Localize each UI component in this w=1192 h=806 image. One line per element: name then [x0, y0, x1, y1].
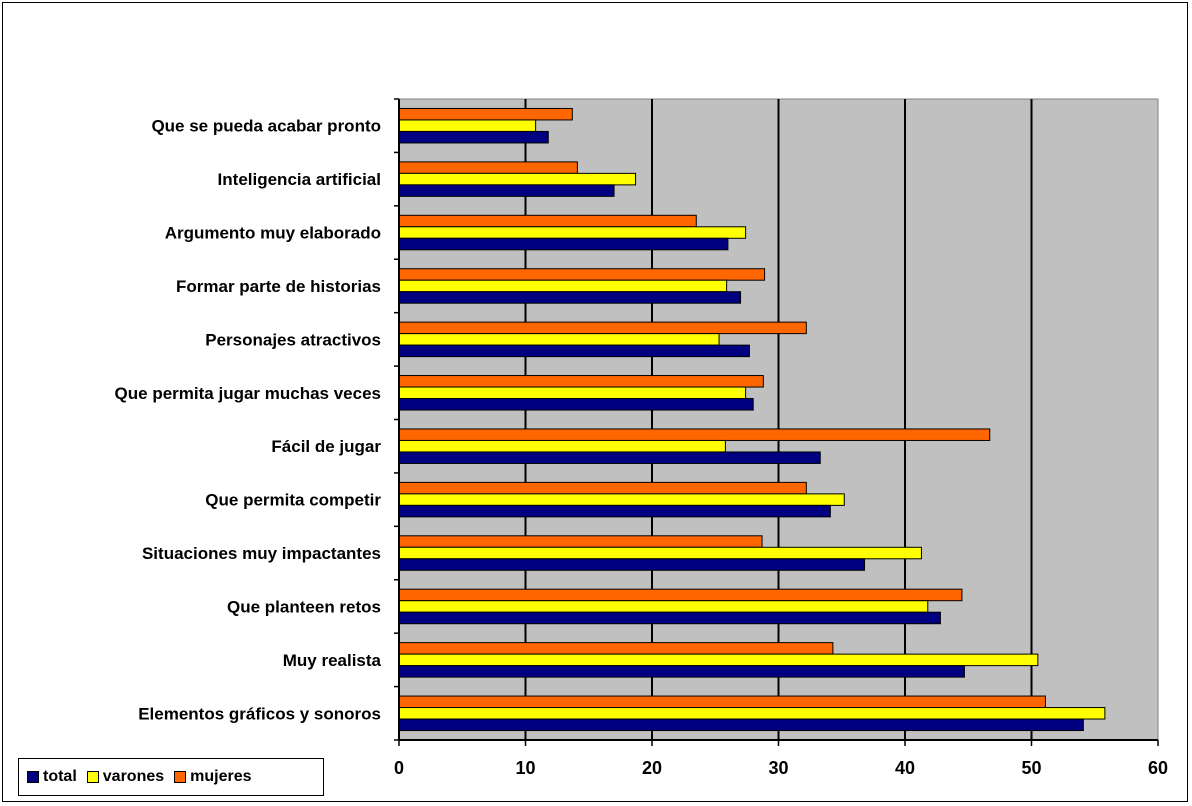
bar-total — [398, 611, 941, 625]
x-tick-label: 20 — [642, 758, 662, 778]
bar-total — [398, 558, 866, 571]
bar-varones — [398, 333, 720, 346]
category-label: Argumento muy elaborado — [165, 224, 381, 243]
bar-varones — [398, 546, 922, 560]
legend-item-total: total — [27, 768, 77, 786]
bar-total — [398, 344, 750, 358]
legend-label-total: total — [43, 768, 77, 785]
category-label: Elementos gráficos y sonoros — [138, 704, 381, 723]
bar-total — [398, 237, 729, 251]
bar-mujeres — [398, 642, 834, 655]
bar-mujeres — [398, 268, 766, 281]
bar-varones — [398, 493, 845, 506]
legend-item-varones: varones — [86, 768, 165, 786]
category-label: Que permita competir — [205, 491, 381, 510]
category-label: Inteligencia artificial — [218, 170, 381, 189]
bar-varones — [398, 600, 929, 613]
bar-total — [398, 291, 742, 304]
x-tick-label: 10 — [515, 758, 535, 778]
legend-label-varones: varones — [102, 768, 165, 785]
bar-mujeres — [398, 161, 578, 174]
bar-varones — [398, 279, 728, 293]
bar-mujeres — [398, 588, 963, 602]
category-label: Que se pueda acabar pronto — [151, 117, 381, 136]
bar-mujeres — [398, 321, 807, 335]
bar-mujeres — [398, 481, 807, 495]
bar-varones — [398, 653, 1039, 667]
category-label: Muy realista — [283, 651, 382, 670]
x-tick-label: 30 — [768, 758, 788, 778]
bar-total — [398, 718, 1084, 732]
bar-total — [398, 504, 831, 518]
category-label: Que planteen retos — [227, 597, 381, 616]
legend: total varones mujeres — [18, 758, 324, 796]
legend-item-mujeres: mujeres — [174, 768, 252, 786]
bar-varones — [398, 386, 747, 400]
category-label: Personajes atractivos — [205, 330, 381, 349]
category-label: Que permita jugar muchas veces — [115, 384, 381, 403]
bar-mujeres — [398, 535, 763, 548]
bar-mujeres — [398, 214, 697, 228]
bar-mujeres — [398, 428, 991, 441]
category-label: Fácil de jugar — [271, 437, 381, 456]
x-tick-label: 0 — [394, 758, 404, 778]
category-label: Formar parte de historias — [176, 277, 381, 296]
bar-total — [398, 130, 549, 144]
bar-mujeres — [398, 107, 573, 121]
x-tick-label: 50 — [1021, 758, 1041, 778]
bar-total — [398, 184, 615, 197]
bar-mujeres — [398, 375, 764, 388]
legend-swatch-mujeres — [174, 771, 187, 783]
bar-total — [398, 451, 821, 464]
bar-total — [398, 398, 754, 411]
bar-varones — [398, 172, 637, 186]
legend-label-mujeres: mujeres — [190, 768, 252, 785]
legend-swatch-total — [27, 771, 39, 783]
category-label: Situaciones muy impactantes — [142, 544, 381, 563]
bar-varones — [398, 226, 747, 239]
bar-varones — [398, 119, 537, 132]
bar-varones — [398, 439, 726, 453]
bar-total — [398, 665, 965, 678]
legend-swatch-varones — [86, 771, 99, 783]
x-tick-label: 60 — [1148, 758, 1168, 778]
bar-mujeres — [398, 695, 1046, 709]
bar-varones — [398, 707, 1106, 720]
x-tick-label: 40 — [895, 758, 915, 778]
